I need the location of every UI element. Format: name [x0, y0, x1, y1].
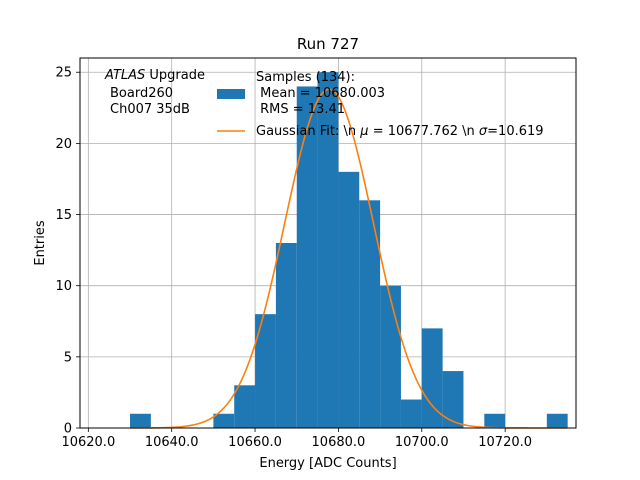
- y-tick-label: 25: [55, 66, 72, 81]
- atlas-upgrade: Upgrade: [145, 68, 205, 83]
- board-label: Board260: [110, 86, 173, 101]
- x-axis-ticks: 10620.0 10640.0 10660.0 10680.0 10700.0 10720…: [61, 428, 532, 450]
- x-tick-label: 10720.0: [478, 435, 532, 450]
- legend: Samples (134): Mean = 10680.003 RMS = 13…: [217, 70, 544, 139]
- legend-fit-label: Gaussian Fit: \n μ = 10677.762 \n σ=10.6…: [256, 124, 544, 139]
- chart-title: Run 727: [297, 35, 359, 53]
- x-axis-title: Energy [ADC Counts]: [259, 456, 396, 471]
- legend-fit-mu: μ: [359, 124, 368, 139]
- histogram-bar: [234, 385, 256, 428]
- x-tick-label: 10640.0: [145, 435, 199, 450]
- y-axis-title: Entries: [33, 220, 48, 266]
- y-axis-ticks: 0 5 10 15 20 25: [55, 66, 80, 437]
- histogram-bar: [442, 371, 464, 428]
- channel-label: Ch007 35dB: [110, 102, 190, 117]
- histogram-bar: [213, 413, 235, 428]
- histogram-bar: [546, 413, 568, 428]
- y-tick-label: 15: [55, 208, 72, 223]
- histogram-bar: [317, 72, 339, 428]
- legend-fit-sigma: σ: [479, 124, 488, 139]
- atlas-label: ATLAS Upgrade: [104, 68, 205, 83]
- y-tick-label: 10: [55, 279, 72, 294]
- histogram-bar: [255, 314, 276, 428]
- atlas-italic: ATLAS: [104, 68, 145, 83]
- histogram-bar: [421, 328, 443, 428]
- histogram-bar: [400, 399, 422, 428]
- histogram-bar: [359, 200, 381, 428]
- legend-fit-mid: = 10677.762 \n: [369, 124, 479, 139]
- legend-hist-swatch: [217, 89, 245, 99]
- legend-hist-line3: RMS = 13.41: [256, 102, 345, 117]
- histogram-bar: [484, 413, 506, 428]
- plot-frame: [79, 57, 577, 429]
- histogram-bar: [380, 285, 401, 428]
- x-tick-label: 10660.0: [228, 435, 282, 450]
- histogram-bars: [130, 72, 568, 428]
- y-tick-label: 20: [55, 137, 72, 152]
- legend-fit-pre: Gaussian Fit: \n: [256, 124, 360, 139]
- legend-hist-line1: Samples (134):: [256, 70, 355, 85]
- histogram-bar: [130, 413, 151, 428]
- legend-hist-line2: Mean = 10680.003: [256, 86, 385, 101]
- histogram-bar: [296, 86, 318, 428]
- x-tick-label: 10680.0: [312, 435, 366, 450]
- x-tick-label: 10700.0: [395, 435, 449, 450]
- legend-fit-post: =10.619: [487, 124, 543, 139]
- y-tick-label: 5: [64, 350, 72, 365]
- y-tick-label: 0: [64, 422, 72, 437]
- x-tick-label: 10620.0: [61, 435, 115, 450]
- atlas-annotation: ATLAS Upgrade Board260 Ch007 35dB: [104, 68, 205, 117]
- histogram-bar: [338, 171, 360, 428]
- histogram-bar: [275, 243, 297, 428]
